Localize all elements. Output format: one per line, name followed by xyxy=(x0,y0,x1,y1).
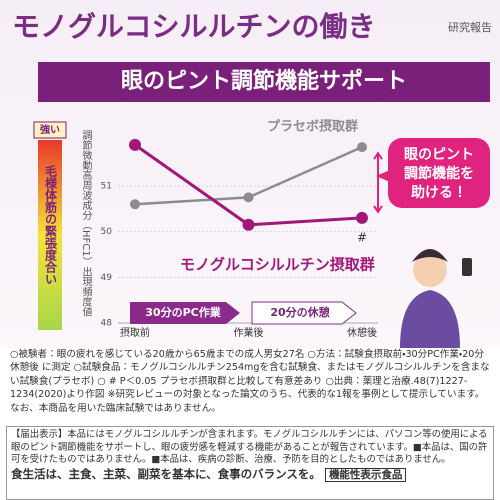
point xyxy=(130,199,140,210)
y-tick-label: 48 xyxy=(101,319,113,329)
point xyxy=(356,211,368,224)
point xyxy=(129,138,141,151)
x-tick-label: 休憩後 xyxy=(347,326,377,339)
header-band xyxy=(38,62,490,102)
phase-label: 20分の休憩 xyxy=(270,305,329,319)
difference-arrow xyxy=(373,151,383,214)
scale-title: 毛様体筋の緊張度合い xyxy=(44,164,58,285)
slogan-text: 食生活は、主食、主菜、副菜を基本に、食事のバランスを。 xyxy=(11,466,321,481)
scale-label: 強い xyxy=(40,123,60,136)
notice-text: 【届出表示】本品にはモノグルコシルルチンが含まれます。モノグルコシルルチンには、… xyxy=(11,429,488,466)
phase-arrow xyxy=(130,302,240,324)
page-title: モノグルコシルルチンの働き xyxy=(12,10,375,43)
callout-tail xyxy=(376,170,390,182)
notes: ○被験者：眼の疲れを感じている20歳から65歳までの成人男女27名 ○方法：試験… xyxy=(10,349,490,414)
x-tick-label: 摂取前 xyxy=(120,326,150,339)
callout-text: 助ける！ xyxy=(411,184,467,201)
y-tick-label: 50 xyxy=(101,227,113,237)
scale-bar xyxy=(38,140,62,330)
badge: 機能性表示食品 xyxy=(324,467,407,483)
slogan: 食生活は、主食、主菜、副菜を基本に、食事のバランスを。 機能性表示食品 xyxy=(11,466,489,483)
notice: 【届出表示】本品にはモノグルコシルルチンが含まれます。モノグルコシルルチンには、… xyxy=(6,426,494,500)
callout-text: 調節機能を xyxy=(404,165,474,182)
x-tick-label: 作業後 xyxy=(234,326,264,339)
point xyxy=(242,218,255,231)
chart: モノグルコシルルチンの働き 研究報告 眼のピント調節機能サポート 強い 毛様体筋… xyxy=(0,0,500,348)
point xyxy=(357,142,367,153)
person xyxy=(400,249,472,348)
series-label: モノグルコシルルチン摂取群 xyxy=(180,256,375,274)
point xyxy=(243,192,254,203)
scale-label-box xyxy=(33,121,67,139)
phase-label: 30分のPC作業 xyxy=(145,305,221,319)
callout-text: 眼のピント xyxy=(404,147,474,163)
chart-title: 眼のピント調節機能サポート xyxy=(121,68,407,94)
y-tick-label: 49 xyxy=(101,273,113,283)
phase-arrow xyxy=(251,301,357,325)
annotation: # xyxy=(357,230,367,244)
y-axis-label: 調節微動高周波成分（HFC1）出現頻度値 xyxy=(80,130,92,318)
tag: 研究報告 xyxy=(448,20,492,34)
callout-box xyxy=(388,138,490,208)
series-label: プラセボ摂取群 xyxy=(267,119,358,135)
y-tick-label: 51 xyxy=(101,181,112,191)
